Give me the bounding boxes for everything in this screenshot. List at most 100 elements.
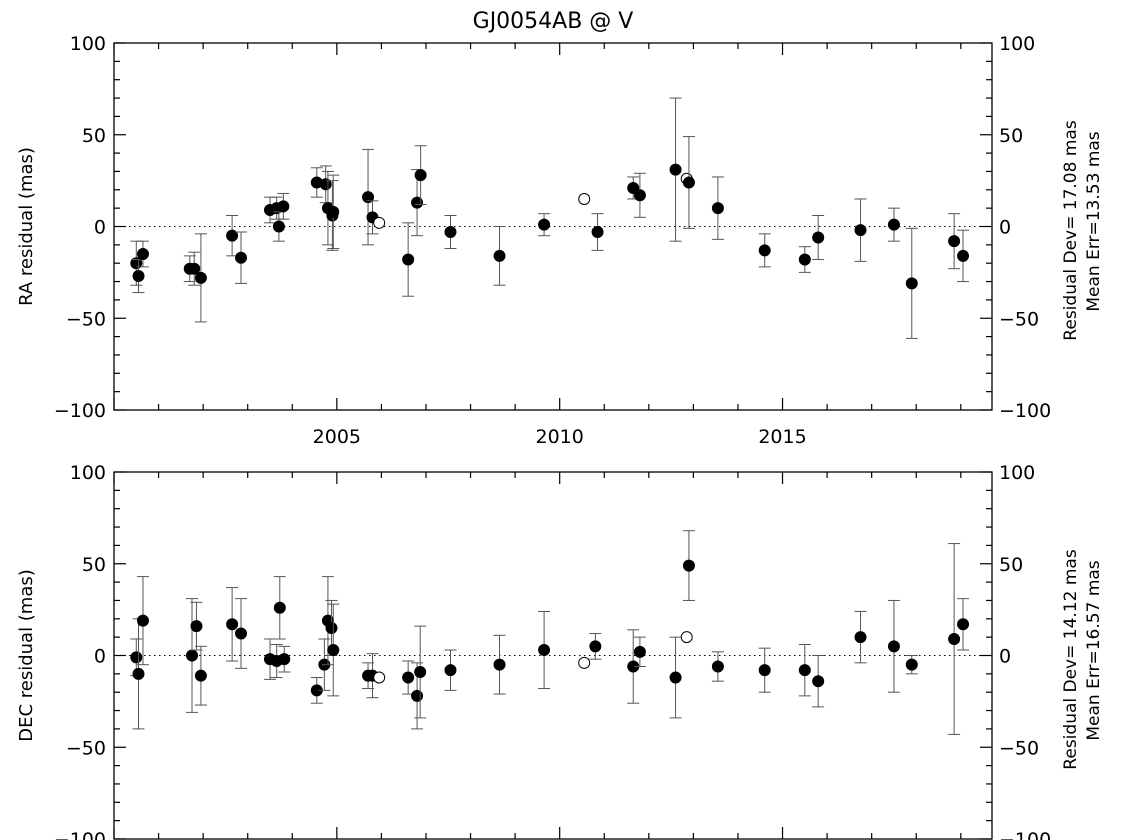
data-point [132,667,145,680]
data-point [226,618,239,631]
data-point [319,178,332,191]
y-tick-label-right: 100 [999,33,1035,55]
x-tick-label: 2010 [536,426,584,448]
y-tick-label-right: −100 [999,829,1051,840]
data-point [591,226,604,239]
data-point [402,253,415,266]
y-tick-label-right: −100 [999,400,1051,422]
data-point [633,189,646,202]
y-tick-label-left: 50 [82,554,106,576]
data-point-open [373,216,386,229]
data-point-open [578,656,591,669]
mean-err-label: Mean Err=13.53 mas [1084,131,1104,311]
data-point [362,191,375,204]
y-axis-label: DEC residual (mas) [16,569,37,742]
y-tick-label-right: 0 [999,217,1011,239]
dec-residual-panel: −100 −100 −50 −50 0 0 50 50 100 100 DEC residual (… [16,462,1104,840]
data-point [589,640,602,653]
data-point [493,658,506,671]
data-point [887,640,900,653]
data-point [758,664,771,677]
data-point [798,253,811,266]
data-point [957,249,970,262]
data-point [633,645,646,658]
data-point [327,643,340,656]
y-tick-label-left: 0 [94,646,106,668]
y-tick-label-left: 0 [94,217,106,239]
data-point [669,671,682,684]
data-point [711,660,724,673]
data-point [887,218,900,231]
data-point [905,277,918,290]
data-point [188,262,201,275]
data-point [538,643,551,656]
data-point [948,632,961,645]
data-point [669,163,682,176]
residual-dev-label: Residual Dev= 17.08 mas [1061,120,1081,341]
data-point [682,559,695,572]
data-point [414,666,427,679]
ra-residual-panel: −100 −100 −50 −50 0 0 50 50 100 100 2005 2010 2015 RA… [16,33,1104,448]
data-point [682,176,695,189]
data-point [957,618,970,631]
data-point [627,181,640,194]
data-point [136,248,149,261]
data-point [444,226,457,239]
data-point [905,658,918,671]
data-point [854,631,867,644]
y-tick-label-left: −50 [66,308,106,330]
mean-err-label: Mean Err=16.57 mas [1084,560,1104,740]
y-tick-label-right: 50 [999,125,1023,147]
data-point [130,651,143,664]
data-point [414,169,427,182]
data-point-open [373,671,386,684]
data-point [325,621,338,634]
data-point [798,664,811,677]
data-point [538,218,551,231]
y-tick-label-left: 50 [82,125,106,147]
y-tick-label-left: −100 [54,829,106,840]
chart-title: GJ0054AB @ V [473,9,634,34]
y-tick-label-right: 50 [999,554,1023,576]
y-tick-label-right: 100 [999,462,1035,484]
data-point [948,235,961,248]
data-point [132,270,145,283]
y-tick-label-right: 0 [999,646,1011,668]
data-point [327,205,340,218]
residual-dev-label: Residual Dev= 14.12 mas [1061,549,1081,770]
data-point [812,675,825,688]
y-tick-label-left: −100 [54,400,106,422]
y-tick-label-left: 100 [70,462,106,484]
data-point [130,257,143,270]
data-point [854,224,867,237]
x-tick-label: 2015 [758,426,806,448]
data-point [273,601,286,614]
data-point [411,689,424,702]
data-point [226,229,239,242]
y-axis-label: RA residual (mas) [16,147,37,306]
data-point [194,669,207,682]
data-point [277,200,290,213]
data-point [411,196,424,209]
data-point [272,220,285,233]
data-point-open [680,631,693,644]
y-tick-label-right: −50 [999,737,1039,759]
data-point-open [578,192,591,205]
data-point [758,244,771,257]
data-point [136,614,149,627]
data-point [185,649,198,662]
data-point [235,627,248,640]
y-tick-label-left: 100 [70,33,106,55]
y-tick-label-right: −50 [999,308,1039,330]
data-point [402,671,415,684]
x-tick-label: 2005 [313,426,361,448]
data-point [194,271,207,284]
data-point [444,664,457,677]
data-point [711,202,724,215]
data-point [493,249,506,262]
data-point [812,231,825,244]
y-tick-label-left: −50 [66,737,106,759]
data-point [278,653,291,666]
data-point [190,620,203,633]
